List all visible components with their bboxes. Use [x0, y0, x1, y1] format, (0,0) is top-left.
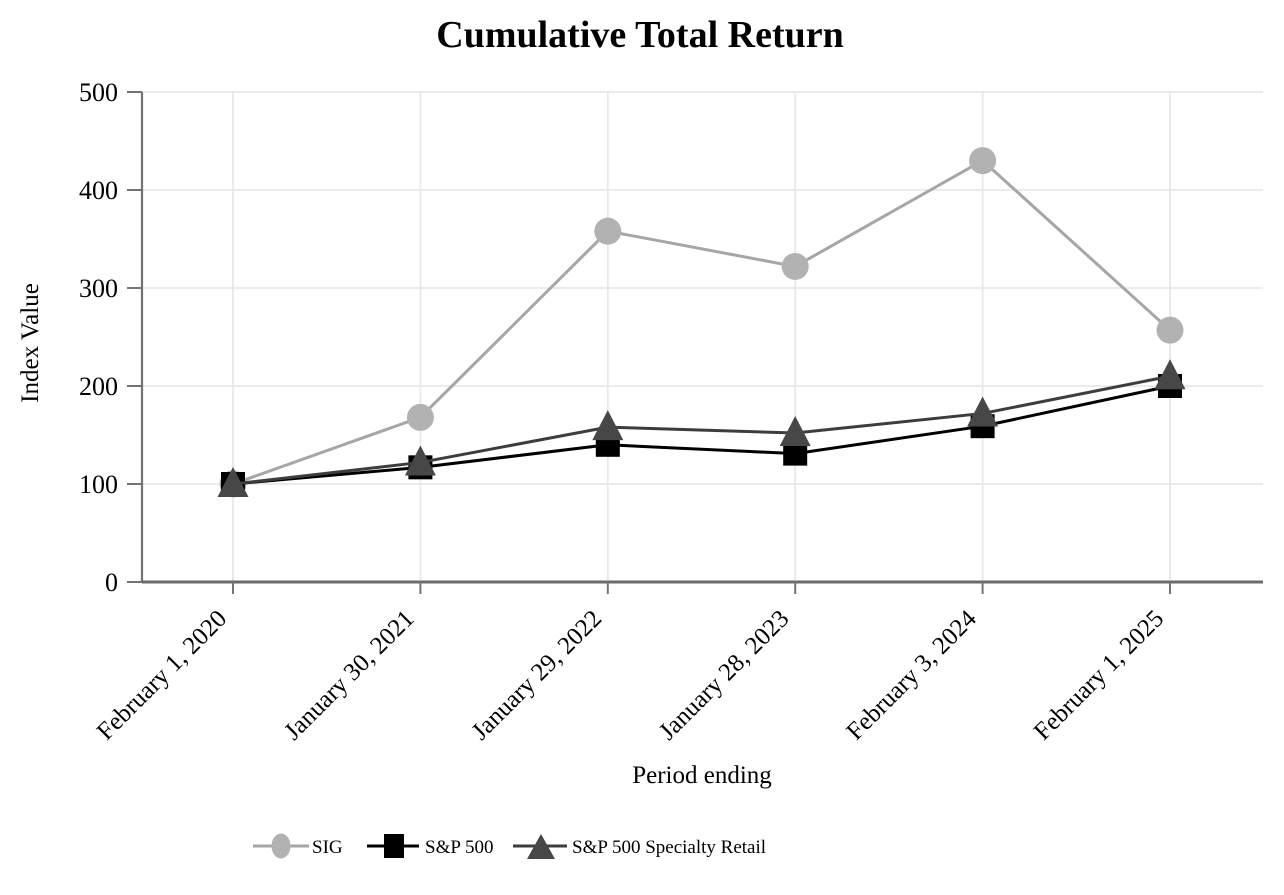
x-tick-label: January 30, 2021 [279, 605, 419, 745]
data-point-circle-sig [1156, 316, 1184, 344]
legend-item-sig: SIG [253, 833, 343, 859]
tick-marks-layer [127, 91, 1171, 594]
y-tick-label: 300 [79, 274, 118, 303]
x-tick-label: February 3, 2024 [841, 605, 982, 746]
chart-title: Cumulative Total Return [436, 14, 843, 56]
tick-labels-layer: 0 100 200 300 400 500 February 1, 2020 January … [79, 78, 1169, 746]
data-point-triangle-s-p-500-specialty-retail [967, 396, 999, 427]
axes-layer [140, 92, 1263, 584]
x-tick-label: February 1, 2020 [92, 605, 232, 745]
square-marker-icon [384, 834, 404, 858]
data-point-circle-sig [781, 252, 809, 280]
series-line-s-p-500-specialty-retail [232, 374, 1171, 486]
y-tick-label: 200 [79, 372, 118, 401]
x-axis-title: Period ending [632, 762, 772, 789]
y-tick-label: 0 [105, 568, 118, 597]
legend-item-sp500-specialty-retail: S&P 500 Specialty Retail [513, 834, 766, 859]
gridlines-layer [142, 91, 1263, 582]
series-line-sig [232, 158, 1172, 486]
y-tick-label: 400 [79, 176, 118, 205]
x-tick-label: January 29, 2022 [467, 605, 607, 745]
triangle-marker-icon [527, 834, 555, 859]
legend-item-sp500: S&P 500 [367, 834, 493, 858]
data-point-circle-sig [594, 217, 622, 245]
legend-label-sp500-specialty-retail: S&P 500 Specialty Retail [572, 837, 766, 858]
data-point-triangle-s-p-500-specialty-retail [592, 410, 624, 441]
data-point-circle-sig [969, 147, 997, 175]
data-point-triangle-s-p-500-specialty-retail [404, 445, 436, 476]
y-tick-label: 100 [79, 470, 118, 499]
data-point-triangle-s-p-500-specialty-retail [1154, 359, 1186, 390]
legend-label-sig: SIG [312, 837, 343, 858]
data-point-circle-sig [406, 403, 434, 431]
x-tick-label: February 1, 2025 [1029, 605, 1169, 745]
data-point-triangle-s-p-500-specialty-retail [217, 467, 249, 497]
circle-marker-icon [271, 833, 291, 859]
data-series-layer [217, 147, 1186, 498]
legend-label-sp500: S&P 500 [425, 837, 493, 858]
y-axis-title: Index Value [17, 283, 44, 403]
series-line-s-p-500 [232, 384, 1171, 486]
y-tick-label: 500 [79, 78, 118, 107]
x-tick-label: January 28, 2023 [654, 605, 794, 745]
legend: SIG S&P 500 S&P 500 Specialty Retail [253, 833, 766, 859]
data-point-triangle-s-p-500-specialty-retail [779, 416, 811, 447]
